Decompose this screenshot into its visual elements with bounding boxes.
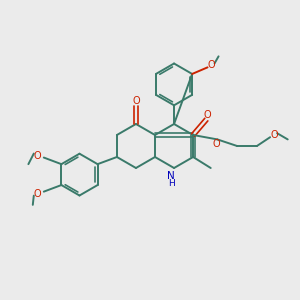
Text: H: H xyxy=(168,178,174,188)
Text: O: O xyxy=(208,60,215,70)
Text: O: O xyxy=(212,140,220,149)
Text: O: O xyxy=(203,110,211,120)
Text: O: O xyxy=(270,130,278,140)
Text: N: N xyxy=(167,171,175,181)
Text: O: O xyxy=(132,96,140,106)
Text: O: O xyxy=(34,189,42,199)
Text: O: O xyxy=(34,151,42,160)
